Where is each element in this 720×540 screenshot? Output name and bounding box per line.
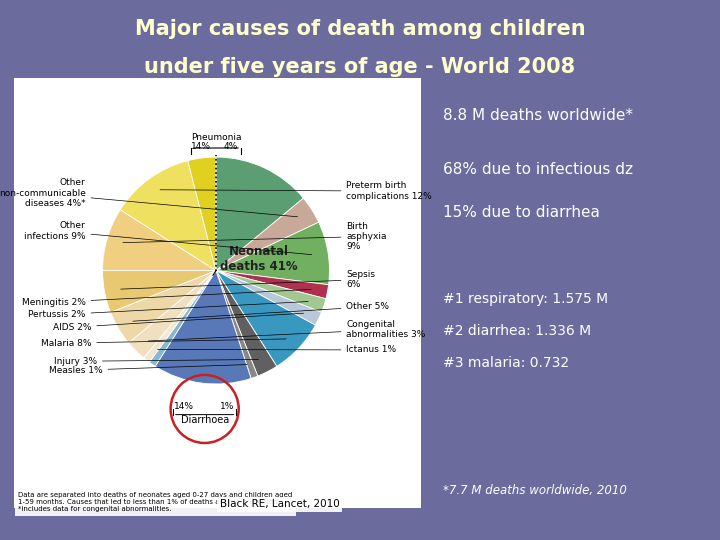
Wedge shape xyxy=(216,271,326,312)
Text: Other 5%: Other 5% xyxy=(132,302,390,321)
Wedge shape xyxy=(216,271,322,325)
Text: Measles 1%: Measles 1% xyxy=(49,364,247,375)
Wedge shape xyxy=(120,160,216,271)
Text: 4%: 4% xyxy=(224,143,238,151)
Text: *7.7 M deaths worldwide, 2010: *7.7 M deaths worldwide, 2010 xyxy=(443,484,626,497)
Text: 68% due to infectious dz: 68% due to infectious dz xyxy=(443,162,633,177)
Text: Birth
asphyxia
9%: Birth asphyxia 9% xyxy=(123,221,387,252)
Wedge shape xyxy=(102,271,216,312)
Text: #1 respiratory: 1.575 M: #1 respiratory: 1.575 M xyxy=(443,292,608,306)
Text: 14%: 14% xyxy=(192,143,211,151)
Text: Malaria 8%: Malaria 8% xyxy=(41,339,286,348)
Wedge shape xyxy=(216,271,258,379)
Text: Pneumonia: Pneumonia xyxy=(191,133,241,143)
Text: #3 malaria: 0.732: #3 malaria: 0.732 xyxy=(443,356,569,370)
Wedge shape xyxy=(110,271,216,343)
Wedge shape xyxy=(216,271,328,299)
Wedge shape xyxy=(156,271,251,384)
Text: AIDS 2%: AIDS 2% xyxy=(53,313,304,332)
Text: 15% due to diarrhea: 15% due to diarrhea xyxy=(443,205,600,220)
Text: Neonatal
deaths 41%: Neonatal deaths 41% xyxy=(220,245,298,273)
Text: Data are separated into deaths of neonates aged 0-27 days and children aged
1-59: Data are separated into deaths of neonat… xyxy=(18,492,292,512)
Wedge shape xyxy=(102,210,216,271)
Wedge shape xyxy=(149,271,216,366)
Wedge shape xyxy=(129,271,216,358)
Text: Pertussis 2%: Pertussis 2% xyxy=(28,301,308,319)
Text: Black RE, Lancet, 2010: Black RE, Lancet, 2010 xyxy=(220,500,339,510)
Text: Congenital
abnormalities 3%: Congenital abnormalities 3% xyxy=(148,320,426,341)
Text: Sepsis
6%: Sepsis 6% xyxy=(121,270,375,289)
Wedge shape xyxy=(144,271,216,362)
Wedge shape xyxy=(216,157,303,271)
Wedge shape xyxy=(216,271,315,366)
Text: Preterm birth
complications 12%: Preterm birth complications 12% xyxy=(160,181,432,201)
Wedge shape xyxy=(188,157,216,271)
Text: 1%: 1% xyxy=(220,402,235,411)
Text: Major causes of death among children: Major causes of death among children xyxy=(135,19,585,39)
Text: Meningitis 2%: Meningitis 2% xyxy=(22,289,311,307)
Text: 14%: 14% xyxy=(174,402,194,411)
Text: #2 diarrhea: 1.336 M: #2 diarrhea: 1.336 M xyxy=(443,324,591,338)
Text: 8.8 M deaths worldwide*: 8.8 M deaths worldwide* xyxy=(443,108,633,123)
Text: Other
infections 9%: Other infections 9% xyxy=(24,221,312,255)
Wedge shape xyxy=(216,271,276,376)
Text: Other
non-communicable
diseases 4%*: Other non-communicable diseases 4%* xyxy=(0,179,297,217)
Text: Injury 3%: Injury 3% xyxy=(54,357,258,366)
Wedge shape xyxy=(216,222,330,285)
Text: Ictanus 1%: Ictanus 1% xyxy=(158,346,397,354)
Text: under five years of age - World 2008: under five years of age - World 2008 xyxy=(145,57,575,77)
Wedge shape xyxy=(216,198,319,271)
Text: Diarrhoea: Diarrhoea xyxy=(181,415,229,424)
